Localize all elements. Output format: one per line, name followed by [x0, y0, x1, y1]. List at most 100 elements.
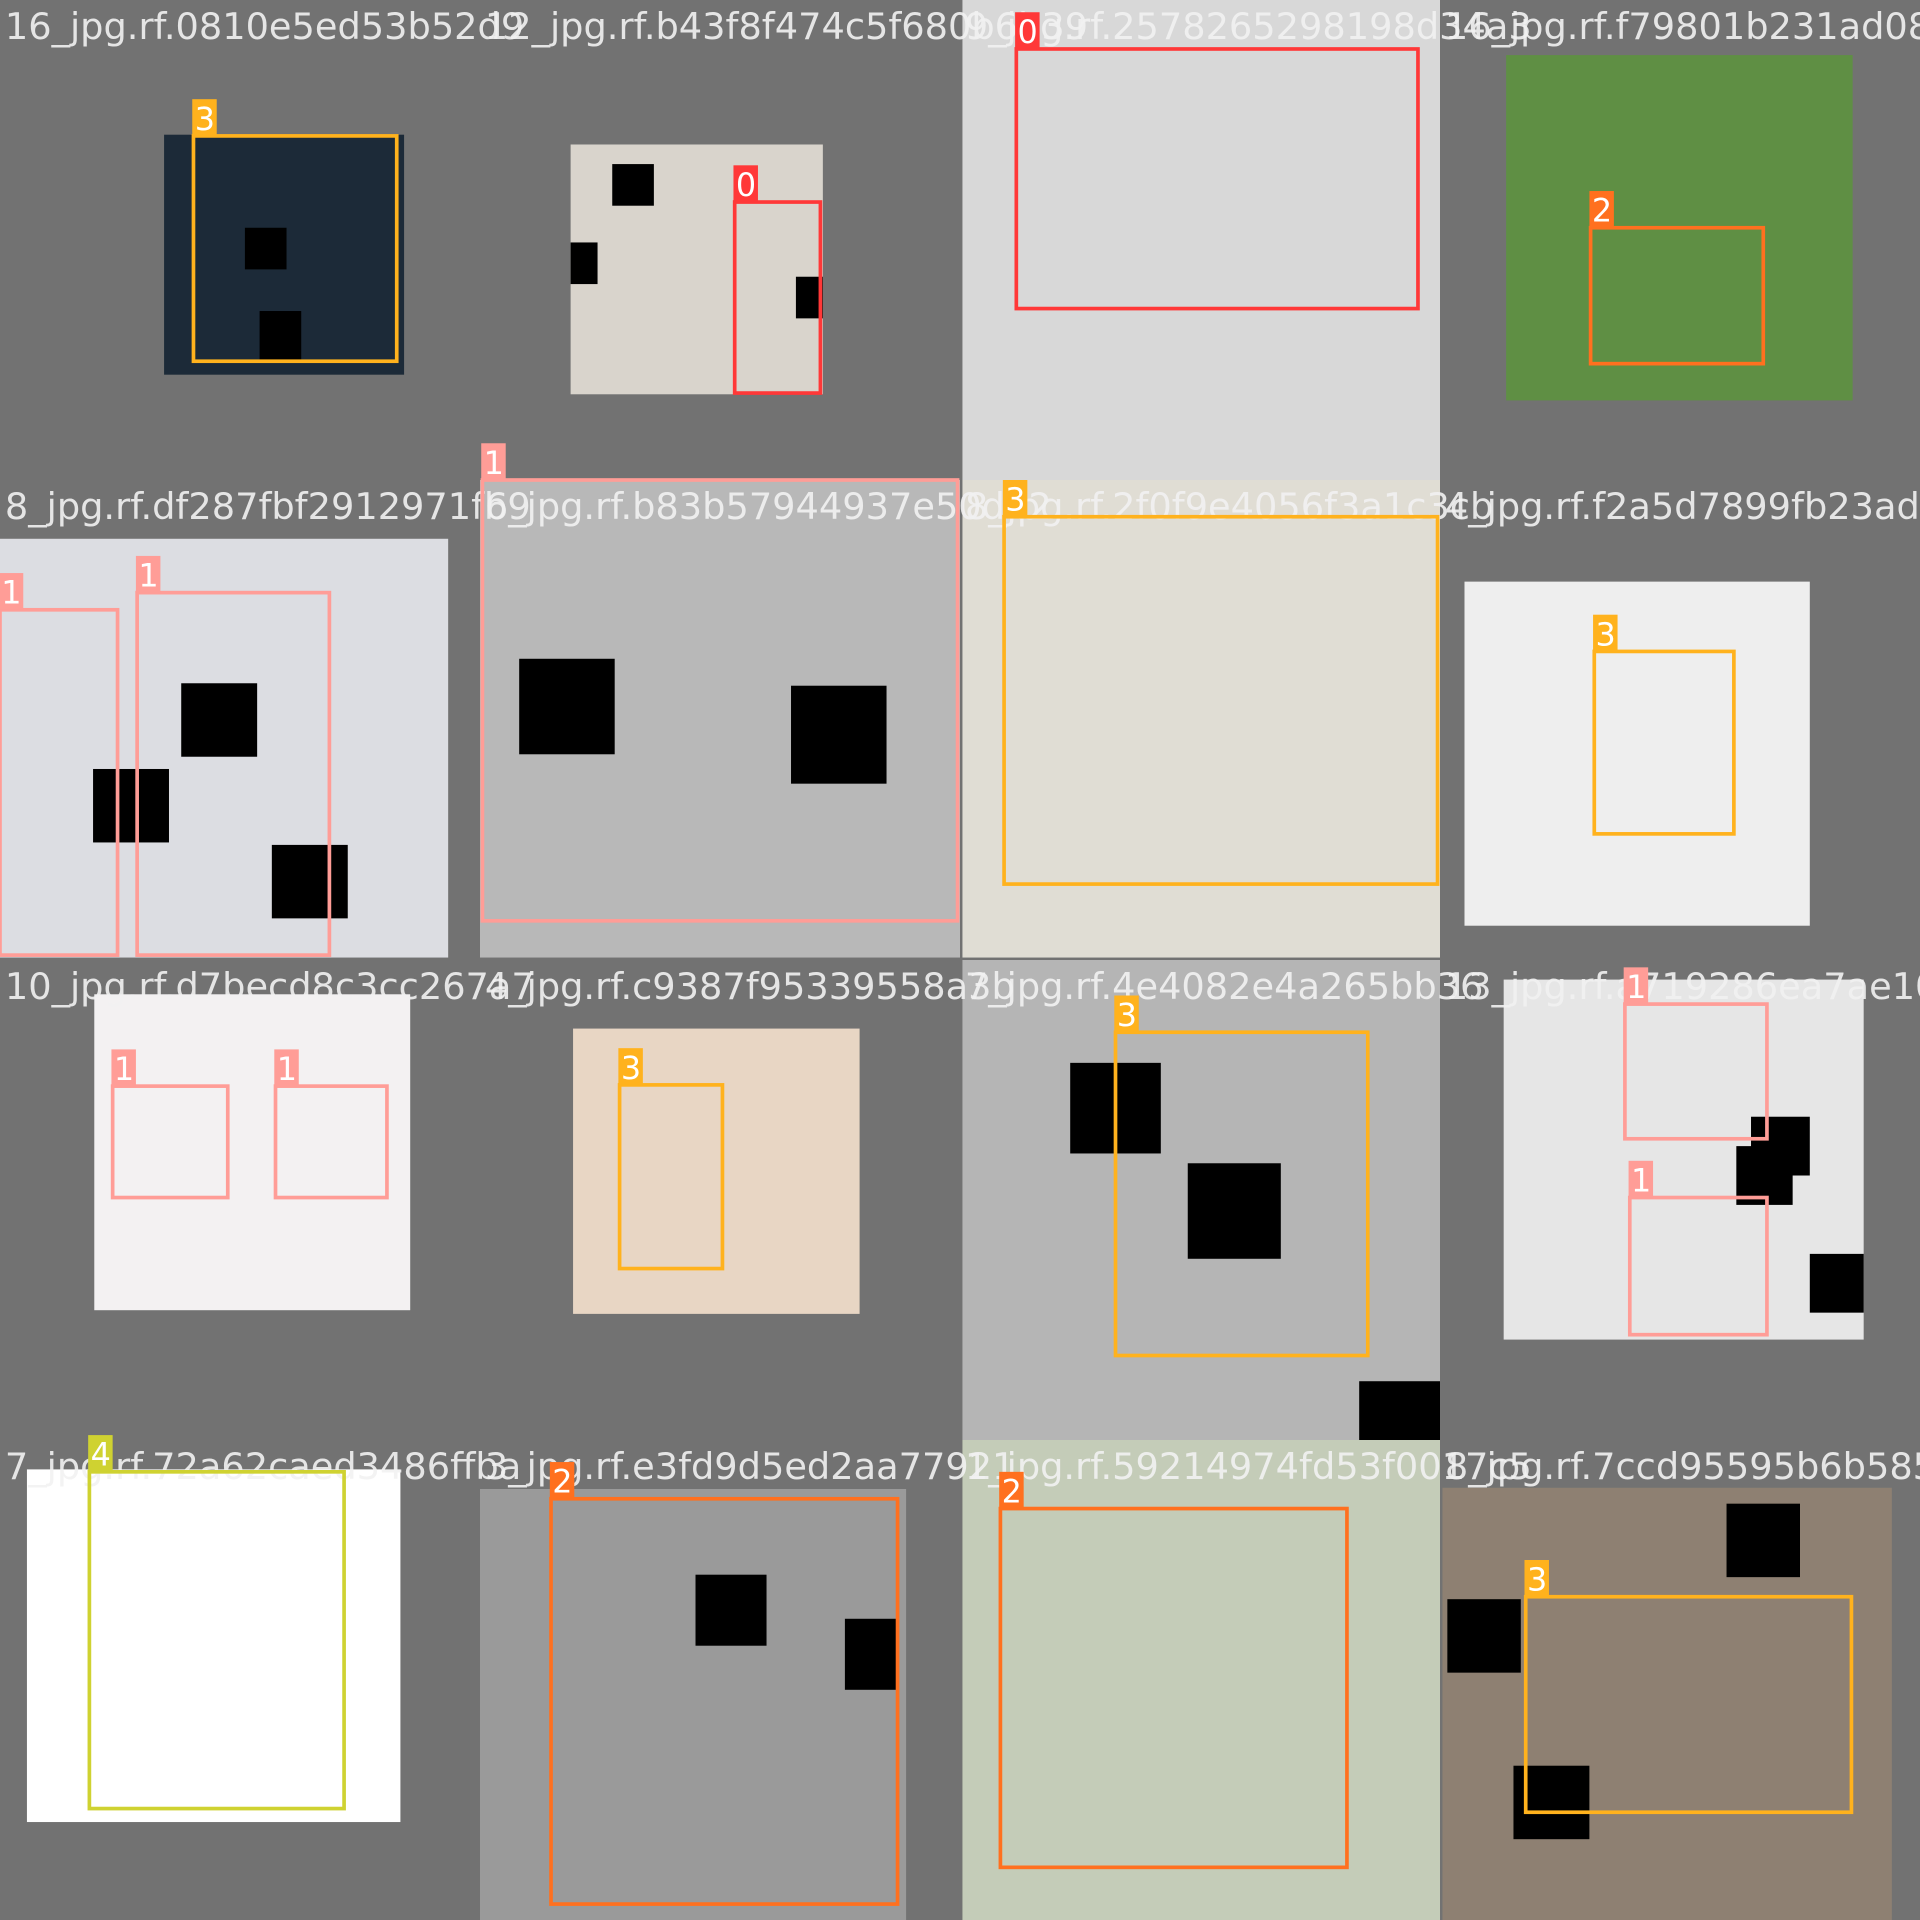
occluder — [695, 1574, 767, 1646]
occluder — [1809, 1253, 1864, 1313]
box-label: 2 — [1592, 192, 1612, 230]
file-name: 7_jpg.rf.72a62caed3486ffba — [5, 1445, 521, 1488]
tile — [1440, 480, 1920, 960]
tile-image — [480, 1488, 907, 1920]
tile — [0, 960, 480, 1440]
box-label: 3 — [195, 100, 215, 138]
box-tag — [192, 99, 217, 136]
box-label: 1 — [138, 557, 158, 595]
occluder — [570, 242, 598, 285]
bounding-box — [549, 1496, 900, 1906]
bounding-box — [1002, 514, 1440, 886]
file-name: 13_jpg.rf.a719286ea7ae1093 — [1445, 965, 1920, 1008]
box-label: 1 — [277, 1050, 297, 1088]
bounding-box — [0, 607, 120, 957]
occluder — [271, 844, 348, 919]
occluder — [93, 768, 169, 843]
bounding-box — [1592, 649, 1736, 836]
box-label: 3 — [1005, 481, 1025, 519]
box-label: 1 — [484, 444, 504, 482]
box-label: 1 — [1631, 1161, 1651, 1199]
box-label: 2 — [552, 1463, 572, 1501]
file-name: 1_jpg.rf.59214974fd53f0017c5 — [965, 1445, 1532, 1488]
box-label: 2 — [1002, 1472, 1022, 1510]
file-name: 16_jpg.rf.0810e5ed53b52d9 — [5, 5, 524, 48]
tile — [1440, 960, 1920, 1440]
bounding-box — [1627, 1195, 1769, 1337]
box-tag — [618, 1048, 643, 1085]
tile-image — [573, 1028, 860, 1314]
box-label: 3 — [621, 1049, 641, 1087]
file-name: 4_jpg.rf.f2a5d7899fb23adefd6 — [1445, 485, 1920, 528]
box-label: 0 — [1018, 13, 1038, 51]
box-label: 3 — [1527, 1561, 1547, 1599]
tile — [1440, 0, 1920, 480]
box-tag — [88, 1435, 113, 1472]
box-tag — [999, 1471, 1024, 1509]
tile — [960, 1440, 1440, 1920]
box-tag — [274, 1049, 299, 1087]
box-label: 3 — [1596, 615, 1616, 653]
tile — [0, 1440, 480, 1920]
tile — [0, 0, 480, 480]
occluder — [1736, 1146, 1793, 1205]
tile — [480, 0, 960, 480]
bounding-box — [732, 200, 823, 395]
box-tag — [135, 555, 161, 593]
file-name: 10_jpg.rf.d7becd8c3cc267a7 — [5, 965, 535, 1008]
file-name: 9_jpg.rf.2578265298198d34a3 — [965, 5, 1532, 48]
occluder — [795, 276, 823, 319]
tile — [480, 480, 960, 960]
file-name: 4_jpg.rf.c9387f95339558a3b — [485, 965, 1015, 1008]
occluder — [181, 683, 258, 757]
box-tag — [1593, 614, 1618, 652]
box-tag — [111, 1049, 136, 1087]
tile — [0, 480, 480, 960]
tile — [960, 0, 1440, 480]
bounding-box — [135, 590, 332, 957]
tile — [1440, 1440, 1920, 1920]
occluder — [844, 1618, 897, 1690]
box-label: 1 — [1, 574, 21, 612]
occluder — [519, 658, 615, 755]
bounding-box — [1588, 225, 1766, 366]
box-label: 3 — [1117, 996, 1137, 1034]
occluder — [259, 311, 302, 360]
file-name: 8_jpg.rf.7ccd95595b6b585 — [1445, 1445, 1920, 1488]
box-label: 1 — [1626, 968, 1646, 1006]
bounding-box — [87, 1470, 346, 1811]
bounding-box — [1623, 1002, 1769, 1141]
box-tag — [549, 1462, 575, 1499]
occluder — [612, 164, 654, 206]
box-tag — [1015, 12, 1040, 49]
occluder — [1187, 1163, 1281, 1259]
bounding-box — [1523, 1594, 1854, 1815]
bounding-box — [1014, 47, 1420, 311]
box-label: 1 — [114, 1050, 134, 1088]
tile-image — [962, 0, 1440, 480]
tile-image — [962, 1440, 1440, 1920]
box-label: 0 — [736, 166, 756, 204]
box-tag — [1524, 1560, 1549, 1597]
bounding-box — [480, 478, 960, 923]
bounding-box — [110, 1084, 230, 1200]
tile — [960, 960, 1440, 1440]
tile — [960, 480, 1440, 960]
file-name: 8_jpg.rf.2f0f9e4056f3a1c3cb — [965, 485, 1493, 528]
occluder — [244, 227, 287, 270]
box-tag — [1002, 480, 1028, 517]
bounding-box — [273, 1084, 389, 1200]
tile — [480, 960, 960, 1440]
file-name: 12_jpg.rf.b43f8f474c5f680b6b39 — [485, 5, 1088, 48]
file-name: 8_jpg.rf.df287fbf2912971fb9 — [5, 485, 531, 528]
box-tag — [1114, 995, 1139, 1033]
occluder — [1726, 1503, 1800, 1578]
tile-image — [94, 994, 411, 1311]
bounding-box — [998, 1506, 1349, 1870]
box-label: 4 — [91, 1436, 111, 1474]
bounding-box — [1113, 1030, 1370, 1358]
occluder — [1447, 1599, 1521, 1673]
box-tag — [0, 573, 24, 610]
